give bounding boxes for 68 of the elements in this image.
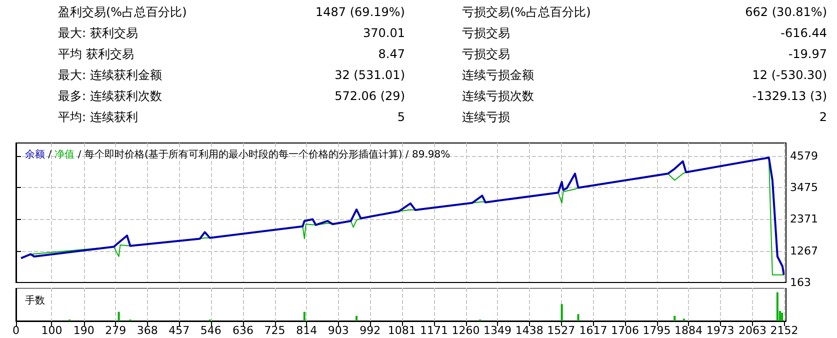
x-tick-label: 903: [328, 324, 349, 337]
bar: [674, 316, 676, 321]
x-tick-label: 1438: [515, 324, 544, 337]
bar: [781, 312, 784, 321]
chart-title: 手数: [25, 294, 45, 306]
x-tick-label: 1527: [547, 324, 576, 337]
x-tick-label: 1706: [611, 324, 640, 337]
text: 最大: 连续获利金额: [58, 68, 162, 82]
x-tick-label: 1260: [452, 324, 480, 337]
x-tick-label: 725: [264, 324, 286, 337]
text: 12 (-530.30): [752, 68, 827, 82]
text: 亏损交易: [462, 26, 510, 40]
text: 连续亏损次数: [462, 89, 534, 103]
text: 572.06 (29): [334, 89, 405, 103]
x-tick-label: 1171: [420, 324, 448, 337]
x-tick-label: 992: [360, 324, 381, 337]
text: 盈利交易(%占总百分比): [58, 5, 187, 19]
y-tick-label: 163: [790, 276, 811, 289]
text: 亏损交易: [462, 47, 510, 61]
bar: [356, 316, 358, 321]
text: 连续亏损金额: [462, 68, 534, 82]
text: 连续亏损: [462, 110, 510, 124]
x-tick-label: 546: [200, 324, 222, 337]
x-tick-label: 2152: [770, 324, 798, 337]
y-tick-label: 1267: [790, 244, 818, 258]
x-tick-label: 1081: [388, 324, 416, 337]
x-tick-label: 2063: [738, 324, 766, 337]
text: 平均 获利交易: [58, 47, 134, 61]
y-tick-label: 2371: [790, 212, 818, 226]
bar: [776, 292, 778, 321]
text: 32 (531.01): [334, 68, 405, 82]
text: -616.44: [780, 26, 827, 40]
y-tick-label: 4579: [790, 149, 818, 162]
x-tick-label: 1349: [484, 324, 512, 337]
x-tick-label: 1617: [579, 324, 608, 337]
text: 2: [819, 110, 827, 124]
text: -19.97: [788, 47, 827, 61]
x-tick-label: 1884: [674, 324, 703, 337]
bar: [577, 314, 580, 321]
text: 370.01: [363, 26, 405, 40]
text: -1329.13 (3): [752, 89, 827, 103]
bar: [560, 304, 563, 321]
x-tick-label: 279: [105, 324, 126, 337]
annotation: /: [74, 150, 84, 160]
text: 最大: 获利交易: [58, 26, 138, 40]
y-tick-label: 3475: [790, 181, 818, 194]
x-tick-label: 100: [41, 324, 62, 337]
text: 8.47: [378, 47, 405, 61]
x-tick-label: 190: [73, 324, 94, 337]
text: 每个即时价格(基于所有可利用的最小时段的每一个价格的分形插值计算) / 89.98%: [84, 148, 450, 160]
text: 亏损交易(%占总百分比): [462, 5, 591, 19]
x-tick-label: 0: [12, 324, 20, 337]
text: 最多: 连续获利次数: [58, 89, 162, 103]
x-tick-label: 1795: [642, 324, 671, 337]
x-tick-label: 457: [168, 324, 190, 337]
annotation: /: [45, 150, 55, 160]
x-tick-label: 814: [296, 324, 318, 337]
bar: [303, 312, 306, 321]
text: 662 (30.81%): [745, 5, 827, 19]
text: 1487 (69.19%): [316, 5, 405, 19]
text: 余额: [25, 148, 45, 160]
bar: [118, 312, 120, 321]
text: 平均: 连续获利: [58, 110, 138, 124]
text: 净值: [54, 148, 75, 160]
x-tick-label: 368: [136, 324, 158, 337]
x-tick-label: 1973: [706, 324, 734, 337]
x-tick-label: 636: [232, 324, 254, 337]
text: 5: [397, 110, 405, 124]
